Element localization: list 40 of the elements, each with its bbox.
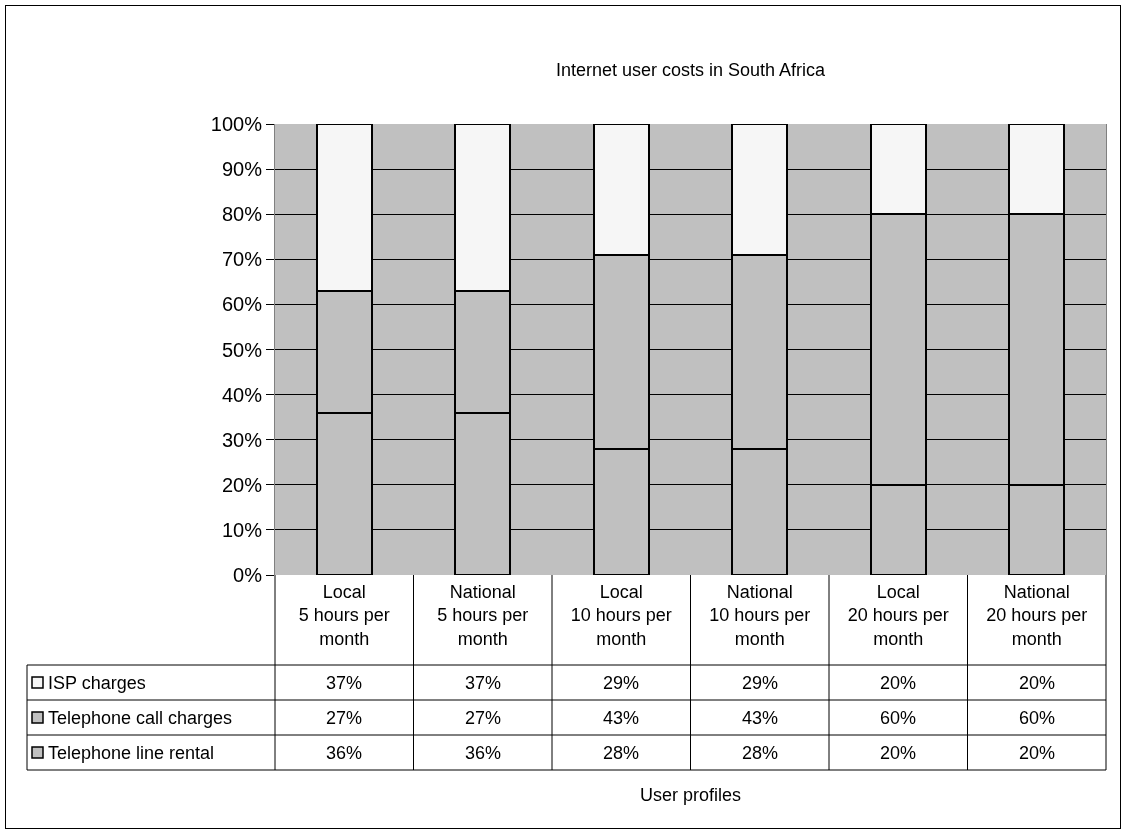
data-label: 29% bbox=[742, 673, 779, 693]
legend-label: ISP charges bbox=[48, 673, 146, 693]
data-label: 60% bbox=[1019, 708, 1056, 728]
data-label: 20% bbox=[1019, 743, 1056, 763]
data-label: 43% bbox=[742, 708, 779, 728]
y-tick-label: 100% bbox=[210, 113, 263, 135]
y-tick-label: 30% bbox=[221, 428, 263, 451]
data-label: 36% bbox=[465, 743, 502, 763]
x-tick-label: Local 20 hours per month bbox=[847, 582, 949, 649]
data-label: 37% bbox=[326, 673, 363, 693]
data-label: 29% bbox=[603, 673, 640, 693]
y-tick-label: 80% bbox=[221, 203, 263, 226]
data-label: 37% bbox=[465, 673, 502, 693]
y-tick-label: 40% bbox=[221, 383, 263, 406]
data-label: 20% bbox=[880, 743, 917, 763]
x-tick-label: Local 5 hours per month bbox=[298, 582, 390, 649]
text: User profiles bbox=[640, 785, 742, 805]
y-tick-label: 10% bbox=[221, 518, 263, 541]
y-tick-label: 70% bbox=[221, 248, 263, 271]
x-tick-label: Local 10 hours per month bbox=[570, 582, 672, 649]
data-label: 20% bbox=[1019, 673, 1056, 693]
data-label: 27% bbox=[326, 708, 363, 728]
x-tick-label: National 5 hours per month bbox=[437, 582, 529, 649]
y-tick-label: 90% bbox=[221, 158, 263, 181]
legend-label: Telephone line rental bbox=[48, 743, 215, 763]
data-label: 36% bbox=[326, 743, 363, 763]
chart-title: Internet user costs in South Africa bbox=[555, 60, 827, 81]
data-label: 28% bbox=[742, 743, 779, 763]
y-tick-label: 0% bbox=[233, 564, 263, 586]
data-label: 27% bbox=[465, 708, 502, 728]
data-label: 20% bbox=[880, 673, 917, 693]
legend-label: Telephone call charges bbox=[48, 708, 233, 728]
data-label: 28% bbox=[603, 743, 640, 763]
x-tick-label: National 10 hours per month bbox=[709, 582, 811, 649]
x-tick-label: National 20 hours per month bbox=[986, 582, 1088, 649]
y-tick-label: 50% bbox=[221, 338, 263, 361]
data-label: 43% bbox=[603, 708, 640, 728]
y-tick-label: 60% bbox=[221, 293, 263, 316]
y-tick-label: 20% bbox=[221, 473, 263, 496]
data-label: 60% bbox=[880, 708, 917, 728]
